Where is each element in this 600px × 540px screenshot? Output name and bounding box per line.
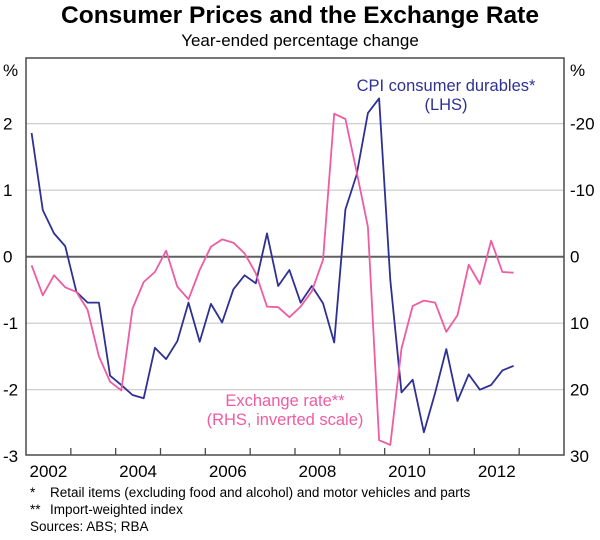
footnote-2-text: Import-weighted index: [50, 502, 183, 517]
x-tick-label: 2002: [30, 462, 68, 481]
footnote-2: ** Import-weighted index: [30, 501, 470, 518]
cpi-consumer-durables-line: [30, 97, 514, 434]
gridlines: [26, 123, 564, 391]
sources: Sources: ABS; RBA: [30, 519, 149, 534]
chart-title: Consumer Prices and the Exchange Rate: [61, 2, 539, 29]
exchange-rate-series-sublabel: (RHS, inverted scale): [207, 411, 364, 429]
footnote-1: * Retail items (excluding food and alcoh…: [30, 484, 470, 501]
cpi-series-label: CPI consumer durables*: [357, 77, 536, 95]
y-left-tick-label: -3: [3, 447, 18, 466]
axes: 2002 2004 2006 2008 2010 2012-3-2-10123020100…: [3, 61, 595, 481]
y-left-tick-label: 0: [3, 248, 12, 267]
exchange-rate-line: [30, 112, 514, 446]
y-left-tick-label: 1: [3, 181, 12, 200]
x-tick-label: 2010: [388, 462, 426, 481]
footnotes: * Retail items (excluding food and alcoh…: [30, 484, 470, 535]
y-right-tick-label: -10: [570, 181, 595, 200]
y-right-tick-label: 0: [570, 248, 579, 267]
x-tick-label: 2012: [478, 462, 516, 481]
y-left-tick-label: -2: [3, 381, 18, 400]
y-left-tick-label: 2: [3, 115, 12, 134]
x-tick-label: 2008: [299, 462, 337, 481]
y-right-tick-label: 20: [570, 381, 589, 400]
y-right-tick-label: -20: [570, 115, 595, 134]
series-lines: [30, 97, 514, 446]
x-tick-label: 2004: [119, 462, 157, 481]
cpi-series-sublabel: (LHS): [424, 96, 467, 114]
footnote-1-mark: *: [30, 485, 36, 500]
y-right-tick-label: 10: [570, 314, 589, 333]
x-tick-label: 2006: [209, 462, 247, 481]
y-right-tick-label: 30: [570, 447, 589, 466]
exchange-rate-series-label: Exchange rate**: [225, 392, 345, 410]
footnote-1-text: Retail items (excluding food and alcohol…: [50, 485, 471, 500]
footnote-2-mark: **: [30, 502, 41, 517]
y-right-unit-label: %: [570, 61, 585, 80]
chart-subtitle: Year-ended percentage change: [181, 31, 419, 50]
y-left-unit-label: %: [3, 61, 18, 80]
y-left-tick-label: -1: [3, 314, 18, 333]
